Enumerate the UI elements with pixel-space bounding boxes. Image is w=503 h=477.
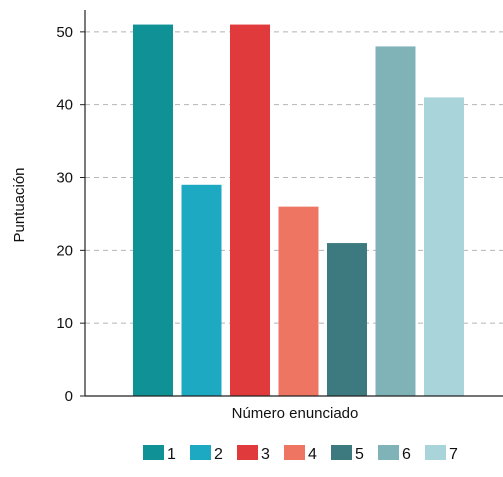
y-tick-label: 10 (56, 315, 73, 332)
legend-swatch-4 (284, 445, 305, 460)
legend-label-6: 6 (402, 446, 411, 463)
y-tick-label: 30 (56, 170, 73, 187)
bar-3 (230, 24, 270, 396)
y-tick-label: 40 (56, 97, 73, 114)
y-axis-label: Puntuación (11, 167, 28, 242)
legend-label-1: 1 (167, 446, 176, 463)
x-axis-label: Número enunciado (232, 405, 359, 422)
axes (80, 10, 503, 397)
y-tick-label: 50 (56, 24, 73, 41)
legend-label-5: 5 (355, 446, 364, 463)
bars (133, 24, 464, 396)
bar-1 (133, 24, 173, 396)
legend-label-3: 3 (261, 446, 270, 463)
legend-swatch-6 (378, 445, 399, 460)
legend-swatch-7 (425, 445, 446, 460)
legend-swatch-1 (143, 445, 164, 460)
bar-4 (278, 206, 319, 396)
legend-label-7: 7 (449, 446, 458, 463)
legend-swatch-2 (190, 445, 211, 460)
legend-swatch-5 (331, 445, 352, 460)
y-tick-label: 20 (56, 242, 73, 259)
y-tick-label: 0 (65, 388, 73, 405)
legend-label-2: 2 (214, 446, 223, 463)
bar-2 (181, 184, 222, 396)
bar-6 (375, 46, 416, 396)
legend-label-4: 4 (308, 446, 317, 463)
bar-5 (327, 243, 367, 396)
y-tick-labels: 0 10 20 30 40 50 (56, 24, 73, 405)
legend-swatch-3 (237, 445, 258, 460)
bar-7 (424, 97, 464, 396)
legend: 1 2 3 4 5 6 7 (143, 445, 458, 463)
